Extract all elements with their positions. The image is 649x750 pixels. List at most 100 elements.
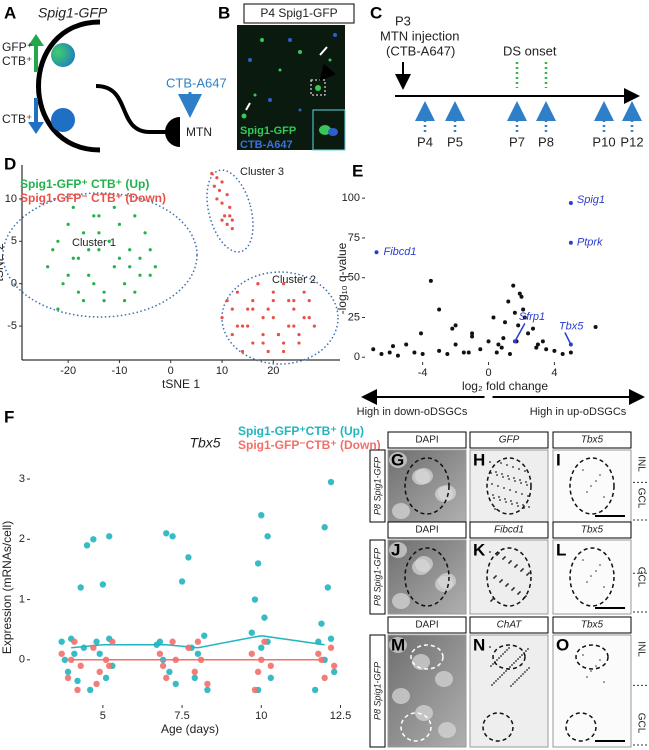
- point: [230, 307, 234, 311]
- point: [217, 188, 222, 193]
- point: [133, 214, 137, 218]
- puncta: [501, 473, 503, 475]
- point: [292, 324, 296, 328]
- puncta: [498, 552, 500, 554]
- point: [97, 248, 101, 252]
- puncta: [494, 508, 496, 510]
- header-box: [552, 431, 632, 449]
- point: [428, 278, 433, 283]
- puncta: [595, 480, 597, 482]
- point: [77, 662, 84, 670]
- point: [496, 342, 501, 347]
- header-box: [387, 616, 467, 634]
- point: [292, 307, 296, 311]
- point: [552, 348, 557, 353]
- puncta: [500, 462, 502, 464]
- puncta: [522, 673, 524, 675]
- point: [261, 638, 268, 645]
- point: [138, 273, 142, 277]
- down-cell: [51, 108, 75, 132]
- layer-label: GCL: [635, 713, 646, 734]
- point: [235, 324, 240, 328]
- point: [80, 644, 88, 651]
- stain-label: Tbx5: [581, 435, 604, 446]
- point: [267, 674, 274, 682]
- point: [76, 290, 81, 294]
- point: [240, 324, 245, 328]
- nucleus: [392, 593, 410, 609]
- arrow: [319, 63, 336, 82]
- puncta: [603, 496, 605, 498]
- puncta: [590, 670, 592, 672]
- puncta: [518, 468, 520, 470]
- point: [220, 180, 224, 184]
- point: [74, 677, 81, 685]
- point: [266, 349, 270, 354]
- puncta: [490, 665, 492, 667]
- label: DS onset: [503, 43, 557, 58]
- header-box: [552, 616, 632, 634]
- puncta: [514, 681, 516, 683]
- point: [109, 638, 116, 645]
- puncta: [498, 496, 500, 498]
- point: [83, 542, 91, 549]
- point: [56, 307, 60, 311]
- cell-outline: [569, 547, 615, 607]
- point-label: Fibcd1: [384, 246, 417, 258]
- point: [560, 352, 565, 357]
- point: [544, 347, 549, 352]
- point: [267, 662, 274, 670]
- panel-letter: A: [4, 3, 16, 22]
- point: [266, 307, 270, 311]
- point: [311, 686, 319, 694]
- day-label: P5: [447, 134, 463, 149]
- point: [225, 193, 229, 197]
- puncta: [528, 506, 530, 508]
- stain-label: DAPI: [415, 525, 438, 536]
- point: [220, 218, 224, 222]
- point: [256, 282, 260, 286]
- point: [281, 349, 286, 354]
- point: [215, 197, 219, 201]
- point: [163, 530, 170, 537]
- puncta: [497, 485, 499, 487]
- point: [169, 638, 176, 645]
- point: [248, 650, 255, 657]
- puncta: [527, 495, 529, 497]
- point: [324, 584, 332, 591]
- point: [491, 315, 496, 320]
- point: [281, 341, 286, 345]
- puncta: [516, 564, 518, 566]
- point: [292, 299, 296, 303]
- mtn-target: [165, 117, 180, 147]
- point: [87, 273, 91, 277]
- puncta: [496, 659, 498, 661]
- label: (CTB-A647): [386, 43, 455, 58]
- puncta: [513, 477, 515, 479]
- point: [56, 239, 60, 243]
- point: [90, 644, 97, 651]
- point: [271, 316, 275, 320]
- point: [512, 310, 517, 315]
- point: [148, 273, 152, 277]
- point: [330, 662, 338, 670]
- point: [315, 650, 322, 657]
- retina-arc: [36, 19, 101, 153]
- point: [499, 345, 504, 350]
- point: [470, 331, 475, 336]
- label-pointer: [514, 322, 526, 342]
- panel-letter: M: [391, 635, 405, 654]
- puncta: [517, 658, 519, 660]
- puncta: [590, 485, 592, 487]
- point: [387, 350, 392, 355]
- point: [261, 341, 265, 345]
- point: [312, 324, 316, 328]
- puncta: [495, 471, 497, 473]
- point: [159, 662, 167, 670]
- point: [251, 686, 259, 694]
- point: [71, 638, 78, 645]
- x-tick-label: 0: [168, 365, 174, 377]
- point: [230, 332, 234, 337]
- point: [172, 656, 179, 664]
- point: [107, 239, 111, 243]
